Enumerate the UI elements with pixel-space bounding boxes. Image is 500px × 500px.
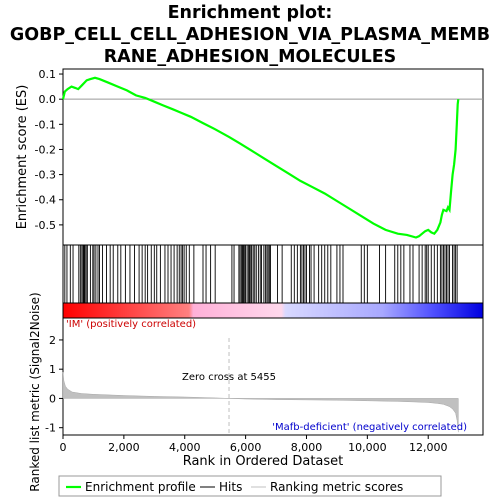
metric-y-ticks: 2 1 0 -1 [45, 334, 63, 435]
x-tick-label: 4,000 [169, 441, 201, 454]
es-y-tick-label: -0.4 [35, 194, 56, 207]
title-line-3: RANE_ADHESION_MOLECULES [104, 47, 397, 67]
x-tick-label: 8,000 [291, 441, 323, 454]
x-axis-label: Rank in Ordered Dataset [183, 454, 344, 469]
zero-cross-label: Zero cross at 5455 [182, 372, 276, 383]
legend-frame [58, 475, 442, 497]
es-y-ticks: 0.1 0.0 -0.1 -0.2 -0.3 -0.4 -0.5 [35, 68, 63, 232]
metric-y-tick-label: 0 [49, 392, 56, 405]
es-y-tick-label: -0.5 [35, 219, 56, 232]
es-y-tick-label: 0.0 [39, 93, 57, 106]
metric-y-axis-label: Ranked list metric (Signal2Noise) [28, 292, 42, 491]
x-tick-label: 12,000 [409, 441, 448, 454]
metric-y-tick-label: -1 [45, 422, 56, 435]
es-panel: 0.1 0.0 -0.1 -0.2 -0.3 -0.4 -0.5 Enrichment sc… [15, 68, 484, 246]
es-y-tick-label: 0.1 [39, 68, 57, 81]
x-tick-label: 10,000 [348, 441, 387, 454]
title-line-1: Enrichment plot: [168, 3, 333, 23]
x-tick-label: 2,000 [108, 441, 140, 454]
negative-phenotype-label: 'Mafb-deficient' (negatively correlated) [272, 422, 467, 433]
metric-panel: Zero cross at 5455 'IM' (positively corr… [28, 292, 484, 492]
chart-title: Enrichment plot: GOBP_CELL_CELL_ADHESION… [10, 3, 490, 67]
hits-panel-frame [62, 244, 484, 304]
ranking-metric-area [62, 372, 459, 433]
es-panel-frame [62, 68, 484, 246]
hits-panel [62, 244, 484, 304]
es-y-axis-label: Enrichment score (ES) [15, 85, 30, 230]
x-tick-label: 6,000 [230, 441, 262, 454]
x-axis-ticks: 0 2,000 4,000 6,000 8,000 10,000 12,000 [60, 435, 448, 454]
es-y-tick-label: -0.2 [35, 143, 56, 156]
x-tick-label: 0 [60, 441, 67, 454]
legend: Enrichment profile Hits Ranking metric s… [58, 475, 442, 497]
legend-label-metric: Ranking metric scores [270, 480, 403, 494]
es-y-tick-label: -0.1 [35, 118, 56, 131]
metric-y-tick-label: 2 [49, 334, 56, 347]
hit-lines [64, 245, 458, 303]
metric-y-tick-label: 1 [49, 363, 56, 376]
legend-label-hits: Hits [219, 480, 242, 494]
rank-gradient-bar [62, 302, 484, 319]
legend-label-enrichment: Enrichment profile [85, 480, 196, 494]
title-line-2: GOBP_CELL_CELL_ADHESION_VIA_PLASMA_MEMB [10, 25, 490, 45]
positive-phenotype-label: 'IM' (positively correlated) [66, 319, 196, 330]
enrichment-profile-line [61, 76, 460, 239]
es-y-tick-label: -0.3 [35, 169, 56, 182]
